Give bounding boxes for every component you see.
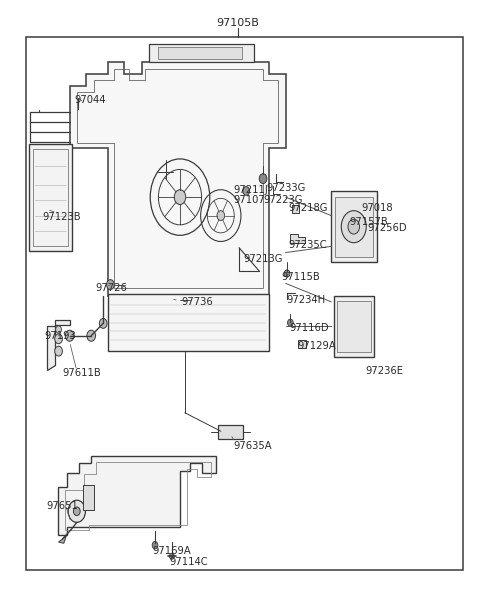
Circle shape bbox=[243, 187, 250, 195]
Circle shape bbox=[73, 507, 80, 516]
Circle shape bbox=[87, 330, 96, 341]
Bar bbox=[149, 44, 254, 62]
Polygon shape bbox=[298, 340, 306, 348]
Circle shape bbox=[169, 553, 174, 559]
Circle shape bbox=[174, 190, 186, 205]
Bar bbox=[335, 197, 373, 257]
Text: 97256D: 97256D bbox=[367, 223, 407, 233]
Text: 97114C: 97114C bbox=[169, 557, 208, 567]
Bar bbox=[337, 301, 371, 352]
Text: 97635A: 97635A bbox=[234, 441, 272, 451]
Text: 97044: 97044 bbox=[74, 95, 106, 105]
Polygon shape bbox=[47, 320, 70, 370]
Text: 97233G: 97233G bbox=[266, 183, 305, 193]
Bar bbox=[218, 425, 243, 439]
Bar bbox=[26, 37, 463, 570]
Circle shape bbox=[68, 500, 85, 522]
Text: 97157B: 97157B bbox=[349, 217, 388, 227]
Text: 97234H: 97234H bbox=[287, 295, 326, 305]
Circle shape bbox=[55, 346, 62, 356]
Text: 97211J: 97211J bbox=[234, 185, 268, 195]
Polygon shape bbox=[70, 62, 286, 296]
Text: 97611B: 97611B bbox=[62, 368, 101, 378]
Bar bbox=[331, 191, 377, 262]
Bar bbox=[158, 47, 242, 59]
Polygon shape bbox=[59, 536, 66, 543]
Circle shape bbox=[55, 334, 62, 344]
Bar bbox=[108, 294, 269, 351]
Circle shape bbox=[341, 211, 366, 243]
Text: 97736: 97736 bbox=[181, 297, 213, 307]
Text: 97235C: 97235C bbox=[288, 240, 327, 249]
Text: 97018: 97018 bbox=[361, 203, 393, 213]
Circle shape bbox=[152, 541, 158, 549]
Bar bbox=[29, 144, 72, 251]
Bar bbox=[33, 149, 68, 246]
Bar bbox=[73, 98, 84, 109]
Circle shape bbox=[217, 211, 225, 221]
Circle shape bbox=[259, 174, 267, 184]
Circle shape bbox=[107, 280, 114, 290]
Text: 97123B: 97123B bbox=[42, 213, 81, 222]
Text: 97193: 97193 bbox=[44, 331, 76, 341]
Text: 97107: 97107 bbox=[234, 195, 265, 205]
Text: 97116D: 97116D bbox=[289, 323, 329, 333]
Circle shape bbox=[288, 319, 293, 326]
Text: 97651: 97651 bbox=[46, 501, 78, 511]
Text: 97129A: 97129A bbox=[298, 341, 336, 351]
Text: 97115B: 97115B bbox=[282, 272, 321, 282]
Polygon shape bbox=[290, 234, 305, 243]
Circle shape bbox=[348, 219, 360, 234]
Circle shape bbox=[172, 295, 180, 305]
Text: 97105B: 97105B bbox=[216, 18, 259, 28]
Circle shape bbox=[65, 330, 74, 341]
Text: 97218G: 97218G bbox=[288, 203, 328, 213]
Bar bbox=[83, 485, 94, 510]
Bar bbox=[334, 296, 374, 357]
Polygon shape bbox=[292, 205, 299, 213]
Circle shape bbox=[284, 270, 290, 277]
Text: 97236E: 97236E bbox=[366, 366, 404, 376]
Text: 97213G: 97213G bbox=[244, 254, 283, 264]
Text: 97169A: 97169A bbox=[153, 546, 192, 556]
Circle shape bbox=[56, 326, 61, 333]
Polygon shape bbox=[58, 456, 216, 535]
Text: 97726: 97726 bbox=[95, 283, 127, 293]
Text: 97223G: 97223G bbox=[263, 195, 302, 205]
Circle shape bbox=[99, 318, 107, 328]
